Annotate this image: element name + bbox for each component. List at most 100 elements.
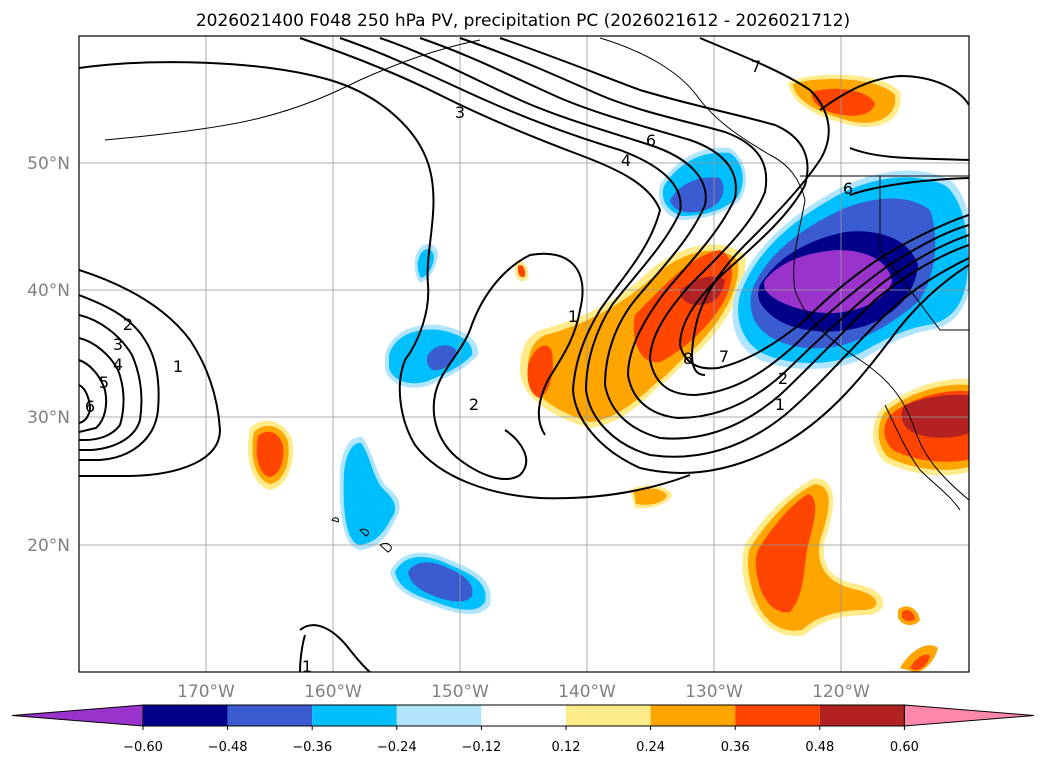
contour-label: 1 bbox=[173, 357, 183, 376]
colorbar-tick-label: 0.36 bbox=[721, 740, 750, 755]
colorbar-tick-label: 0.48 bbox=[805, 740, 834, 755]
lon-label: 160°W bbox=[304, 682, 362, 702]
lat-labels: 50°N 40°N 30°N 20°N bbox=[27, 154, 70, 556]
pv-contour bbox=[299, 37, 969, 474]
coastline-hawaii bbox=[331, 517, 392, 553]
pv-contour bbox=[79, 269, 222, 478]
colorbar-swatch bbox=[735, 705, 820, 726]
contour-label: 5 bbox=[99, 373, 109, 392]
colorbar-tick-label: 0.60 bbox=[890, 740, 919, 755]
colorbar-tick-label: 0.24 bbox=[636, 740, 665, 755]
precip-neg-thin bbox=[417, 249, 434, 278]
precip-blob-tiny bbox=[902, 609, 915, 622]
pv-contour bbox=[432, 252, 584, 480]
contour-label: 4 bbox=[621, 151, 631, 170]
lon-label: 130°W bbox=[685, 682, 743, 702]
colorbar-swatch bbox=[396, 705, 482, 726]
pv-contour bbox=[79, 337, 125, 441]
precip-blob-west bbox=[256, 431, 284, 477]
lon-label: 150°W bbox=[431, 682, 489, 702]
contour-label: 1 bbox=[302, 657, 312, 676]
pv-contours bbox=[79, 37, 969, 672]
contour-label: 2 bbox=[778, 369, 788, 388]
coastline-baja bbox=[884, 404, 961, 511]
colorbar-tick-label: −0.48 bbox=[208, 740, 248, 755]
pv-contour bbox=[79, 384, 92, 424]
colorbar-swatch bbox=[819, 705, 905, 726]
colorbar: −0.60 −0.48 −0.36 −0.24 −0.12 0.12 0.24 0.36 0.4… bbox=[11, 704, 1035, 755]
lat-label: 30°N bbox=[27, 408, 70, 428]
gridlines bbox=[79, 36, 969, 672]
lon-label: 120°W bbox=[812, 682, 870, 702]
map-panel: 3 6 4 2 3 4 5 6 1 2 1 8 7 2 1 6 7 1 bbox=[79, 36, 969, 676]
pv-contour bbox=[819, 74, 969, 111]
colorbar-extend-low bbox=[11, 704, 144, 727]
precip-neg-se bbox=[408, 562, 473, 602]
pv-contour bbox=[849, 147, 969, 161]
lon-labels: 170°W 160°W 150°W 140°W 130°W 120°W bbox=[177, 682, 870, 702]
colorbar-swatch bbox=[312, 705, 397, 726]
contour-label: 1 bbox=[568, 307, 578, 326]
contour-label: 3 bbox=[113, 335, 123, 354]
pv-contour bbox=[379, 37, 969, 440]
lat-label: 20°N bbox=[27, 536, 70, 556]
pv-contour bbox=[459, 37, 969, 397]
contour-label: 4 bbox=[113, 355, 123, 374]
pv-contour bbox=[339, 37, 969, 458]
precip-blob-se bbox=[901, 394, 969, 438]
contour-label: 6 bbox=[843, 179, 853, 198]
pv-contour bbox=[79, 294, 160, 461]
contour-label: 3 bbox=[455, 103, 465, 122]
precip-neg-south bbox=[343, 442, 396, 545]
colorbar-swatch bbox=[566, 705, 651, 726]
precip-blob-mid bbox=[634, 488, 667, 505]
colorbar-tick-label: −0.12 bbox=[461, 740, 501, 755]
colorbar-swatch bbox=[650, 705, 736, 726]
contour-label: 2 bbox=[469, 395, 479, 414]
precip-negative-shading bbox=[339, 147, 969, 614]
chart-title: 2026021400 F048 250 hPa PV, precipitatio… bbox=[196, 11, 850, 31]
pv-contour bbox=[691, 37, 830, 376]
contour-label: 6 bbox=[646, 131, 656, 150]
pv-contour bbox=[79, 314, 143, 451]
precip-band-ne bbox=[811, 88, 875, 116]
colorbar-frame bbox=[142, 704, 905, 727]
pv-contour bbox=[299, 624, 371, 672]
contour-label: 6 bbox=[85, 397, 95, 416]
border-state bbox=[879, 176, 969, 331]
map-frame bbox=[78, 35, 970, 673]
pv-contour bbox=[79, 359, 108, 433]
colorbar-tick-label: −0.60 bbox=[123, 740, 163, 755]
colorbar-tick-label: −0.36 bbox=[292, 740, 332, 755]
colorbar-swatch bbox=[227, 705, 313, 726]
coastline-na bbox=[599, 37, 969, 501]
precip-blob-south bbox=[755, 494, 816, 613]
contour-label: 1 bbox=[775, 395, 785, 414]
contour-label: 7 bbox=[719, 347, 729, 366]
colorbar-tick-label: −0.24 bbox=[377, 740, 417, 755]
contour-label: 2 bbox=[123, 315, 133, 334]
pv-contour bbox=[419, 37, 969, 420]
precip-neg-north bbox=[670, 177, 724, 213]
colorbar-swatch bbox=[143, 705, 228, 726]
pv-contour-labels: 3 6 4 2 3 4 5 6 1 2 1 8 7 2 1 6 7 1 bbox=[85, 57, 853, 676]
colorbar-swatch bbox=[481, 705, 566, 726]
precip-positive-shading bbox=[248, 74, 969, 672]
lon-label: 170°W bbox=[177, 682, 235, 702]
pv-contour bbox=[499, 37, 969, 370]
coastline-alaska bbox=[104, 39, 481, 141]
coastlines bbox=[104, 37, 969, 553]
contour-label: 7 bbox=[751, 57, 761, 76]
pv-contour bbox=[299, 634, 306, 672]
contour-label: 8 bbox=[683, 349, 693, 368]
precip-blob-tiny bbox=[910, 654, 930, 670]
colorbar-tick-label: 0.12 bbox=[552, 740, 581, 755]
precip-neg-big bbox=[764, 250, 892, 314]
pv-contour bbox=[849, 177, 969, 196]
lat-label: 50°N bbox=[27, 154, 70, 174]
colorbar-extend-high bbox=[903, 704, 1035, 727]
lon-label: 140°W bbox=[558, 682, 616, 702]
pv-contour bbox=[79, 61, 691, 500]
precip-blob-small bbox=[518, 265, 526, 278]
